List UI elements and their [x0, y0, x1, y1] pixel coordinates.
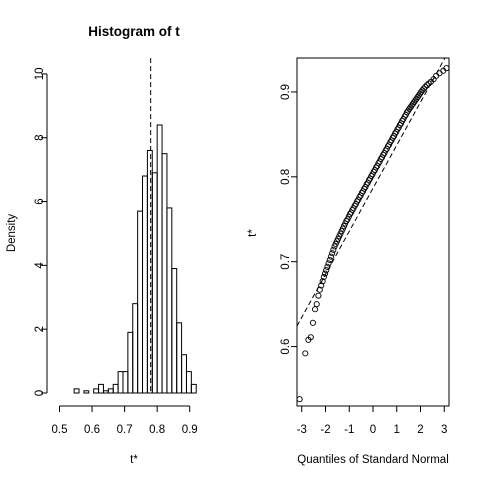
qq-point-16: [326, 256, 333, 264]
qq-y-axis: 0.6 0.7 0.8 0.9: [280, 84, 298, 355]
qq-x-tick-label-4: 1: [394, 424, 400, 436]
histogram-bar-18: [156, 124, 163, 394]
histogram-bar-13: [132, 303, 139, 394]
qq-x-tick-label-1: -2: [320, 424, 330, 436]
qq-reference-line: [296, 57, 446, 327]
histogram-bar-19: [161, 153, 168, 394]
histogram-y-tick-label-5: 10: [34, 68, 46, 81]
histogram-x-tick-label-3: 0.8: [149, 424, 165, 436]
qq-point-5: [311, 306, 319, 313]
qq-y-tick-label-1: 0.7: [280, 254, 292, 270]
qq-x-label: Quantiles of Standard Normal: [297, 454, 449, 466]
qq-point-17: [327, 253, 335, 260]
qq-x-tick-label-6: 3: [441, 424, 447, 436]
qq-plot-box: [296, 57, 450, 407]
histogram-bar-25: [190, 383, 197, 394]
histogram-panel: Histogram of t 0.5 0.6 0.7 0.8 0.9 0 2 4 6 8 10 t…: [6, 24, 198, 466]
histogram-bar-24: [185, 371, 192, 394]
histogram-bar-17: [151, 172, 158, 394]
histogram-y-tick-label-1: 2: [34, 326, 46, 332]
histogram-bar-7: [102, 390, 109, 394]
qq-point-8: [316, 286, 323, 293]
histogram-bar-22: [176, 322, 183, 394]
histogram-bar-12: [127, 331, 134, 394]
qq-point-18: [329, 250, 336, 257]
qq-point-3: [307, 334, 314, 341]
qq-y-tick-label-3: 0.9: [280, 84, 292, 100]
qq-point-6: [313, 301, 320, 308]
histogram-y-label: Density: [6, 214, 18, 253]
qq-points: [296, 65, 450, 403]
qq-point-15: [325, 260, 332, 267]
histogram-x-axis: 0.5 0.6 0.7 0.8 0.9: [52, 405, 198, 436]
qq-x-tick-label-3: 0: [370, 424, 376, 436]
qq-point-14: [324, 263, 331, 270]
histogram-bar-5: [93, 388, 100, 394]
histogram-bar-11: [122, 371, 129, 394]
qq-point-19: [330, 246, 337, 253]
qq-point-0: [296, 396, 303, 403]
qq-point-12: [321, 270, 329, 277]
qq-point-7: [315, 292, 322, 299]
histogram-y-tick-label-3: 6: [34, 198, 46, 204]
histogram-bar-14: [137, 210, 144, 394]
qq-x-tick-label-5: 2: [417, 424, 423, 436]
histogram-y-tick-label-2: 4: [34, 262, 46, 269]
histogram-y-axis: 0 2 4 6 8 10: [34, 68, 48, 396]
histogram-bar-8: [107, 388, 114, 394]
histogram-bar-16: [146, 149, 153, 394]
histogram-bar-15: [142, 175, 148, 394]
qq-x-tick-label-2: -1: [344, 424, 354, 436]
qq-point-10: [319, 278, 326, 285]
histogram-bar-21: [171, 268, 178, 394]
qq-point-97: [423, 82, 430, 89]
histogram-x-tick-label-0: 0.5: [52, 424, 68, 436]
histogram-y-tick-label-4: 8: [34, 135, 46, 141]
qq-y-tick-label-0: 0.6: [280, 339, 292, 355]
histogram-y-tick-label-0: 0: [34, 390, 46, 396]
histogram-bar-6: [98, 383, 104, 394]
qq-x-axis: -3 -2 -1 0 1 2 3: [297, 405, 447, 436]
histogram-title: Histogram of t: [88, 24, 180, 39]
histogram-bar-9: [112, 383, 119, 394]
qq-point-96: [422, 83, 429, 90]
histogram-bar-20: [166, 207, 173, 394]
qq-point-9: [318, 282, 325, 289]
histogram-bar-1: [73, 388, 80, 394]
histogram-x-tick-label-2: 0.7: [117, 424, 133, 436]
qq-x-tick-label-0: -3: [297, 424, 307, 436]
qq-y-tick-label-2: 0.8: [280, 169, 292, 185]
histogram-bar-10: [117, 371, 124, 394]
qq-panel: -3 -2 -1 0 1 2 3 0.6 0.7 0.8 0.9 Quantiles of Sta…: [247, 57, 450, 466]
qq-point-11: [320, 273, 327, 281]
histogram-x-tick-label-1: 0.6: [84, 424, 100, 436]
qq-point-1: [302, 350, 309, 357]
histogram-x-label: t*: [130, 454, 138, 466]
histogram-bars: [73, 124, 197, 394]
qq-point-104: [443, 65, 450, 72]
histogram-x-tick-label-4: 0.9: [182, 424, 198, 436]
histogram-bar-3: [83, 390, 90, 394]
qq-point-95: [420, 85, 427, 92]
histogram-bar-23: [181, 354, 187, 394]
qq-point-4: [309, 319, 316, 326]
qq-point-13: [323, 267, 330, 274]
qq-y-label: t*: [247, 229, 259, 237]
